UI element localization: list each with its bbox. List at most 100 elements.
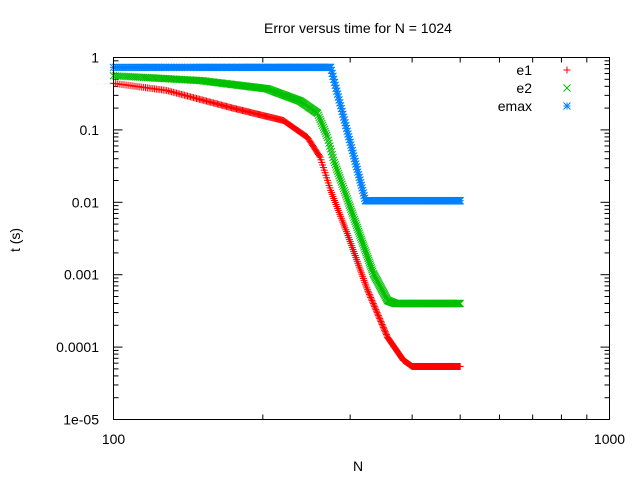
data-point-e2 bbox=[322, 129, 330, 138]
data-point-e2 bbox=[320, 125, 329, 134]
data-point-e2 bbox=[346, 203, 355, 212]
data-point-e1 bbox=[379, 322, 387, 330]
data-point-e1 bbox=[378, 319, 386, 327]
data-point-e2 bbox=[338, 182, 347, 191]
data-point-e2 bbox=[330, 158, 339, 167]
data-point-e1 bbox=[379, 323, 387, 331]
data-point-e1 bbox=[372, 307, 380, 315]
data-point-e2 bbox=[352, 221, 361, 230]
data-point-e2 bbox=[332, 165, 341, 173]
data-point-e2 bbox=[333, 167, 342, 176]
axis-ticks: 100 1000 1 0.1 0.01 0.001 0.0001 1e-05 bbox=[56, 50, 625, 448]
data-point-e1 bbox=[365, 290, 373, 298]
y-axis-label: t (s) bbox=[7, 228, 23, 252]
data-marks bbox=[109, 63, 465, 370]
data-point-e2 bbox=[317, 117, 325, 126]
data-point-e2 bbox=[348, 209, 357, 218]
data-point-e1 bbox=[366, 292, 374, 300]
data-point-e1 bbox=[368, 297, 376, 305]
data-point-e2 bbox=[341, 188, 349, 197]
data-point-e1 bbox=[369, 300, 377, 308]
data-point-e2 bbox=[328, 150, 337, 159]
plot-border bbox=[113, 57, 610, 420]
data-point-e2 bbox=[339, 184, 348, 193]
data-point-e2 bbox=[342, 192, 351, 201]
series-emax bbox=[109, 63, 465, 205]
data-point-e1 bbox=[373, 309, 381, 317]
data-point-e2 bbox=[349, 213, 358, 222]
data-point-e2 bbox=[318, 121, 327, 130]
data-point-e2 bbox=[344, 197, 352, 205]
data-point-e2 bbox=[347, 207, 356, 216]
data-point-e1 bbox=[371, 304, 379, 312]
data-point-e2 bbox=[316, 115, 325, 124]
data-point-e1 bbox=[382, 331, 390, 339]
data-point-e2 bbox=[329, 156, 338, 165]
legend-marker-e2 bbox=[563, 84, 571, 92]
data-point-e1 bbox=[378, 320, 386, 328]
data-point-e2 bbox=[341, 190, 350, 199]
data-point-e1 bbox=[372, 306, 380, 314]
data-point-e1 bbox=[381, 326, 389, 334]
data-point-e2 bbox=[338, 180, 346, 189]
data-point-e2 bbox=[321, 127, 329, 136]
data-point-e1 bbox=[381, 328, 389, 336]
y-tick-label: 1 bbox=[91, 50, 99, 66]
data-point-e1 bbox=[370, 301, 378, 309]
data-point-e1 bbox=[315, 152, 323, 160]
data-point-e2 bbox=[350, 215, 359, 224]
data-point-e2 bbox=[315, 113, 324, 122]
data-point-e1 bbox=[365, 289, 373, 297]
y-tick-label: 0.0001 bbox=[56, 339, 99, 355]
data-point-e2 bbox=[335, 171, 343, 180]
y-tick-label: 0.001 bbox=[64, 267, 99, 283]
series-e1 bbox=[110, 79, 464, 370]
data-point-e2 bbox=[313, 109, 322, 118]
data-point-e2 bbox=[345, 201, 354, 209]
data-point-e2 bbox=[317, 119, 326, 128]
data-point-e2 bbox=[344, 199, 353, 207]
data-point-e2 bbox=[340, 186, 349, 195]
data-point-e1 bbox=[376, 316, 384, 324]
data-point-e2 bbox=[336, 173, 344, 182]
legend-marker-e1 bbox=[563, 66, 571, 74]
data-point-e1 bbox=[375, 313, 383, 321]
y-tick-label: 0.1 bbox=[80, 122, 100, 138]
legend-marker-emax bbox=[563, 102, 571, 110]
chart-title: Error versus time for N = 1024 bbox=[264, 20, 452, 36]
data-point-e2 bbox=[337, 178, 346, 186]
legend-label-e2: e2 bbox=[516, 80, 532, 96]
data-point-e2 bbox=[343, 195, 352, 203]
data-point-e2 bbox=[314, 111, 323, 120]
data-point-e1 bbox=[363, 286, 371, 294]
data-point-e2 bbox=[319, 123, 328, 132]
data-point-e2 bbox=[334, 169, 343, 178]
legend: e1 e2 emax bbox=[498, 62, 571, 114]
data-point-e2 bbox=[324, 136, 333, 145]
data-point-e1 bbox=[456, 362, 464, 370]
data-point-e2 bbox=[351, 217, 359, 226]
data-point-e1 bbox=[377, 318, 385, 326]
data-point-e2 bbox=[349, 211, 357, 220]
data-point-e2 bbox=[325, 142, 334, 150]
data-point-e2 bbox=[332, 163, 340, 171]
data-point-e1 bbox=[367, 293, 375, 301]
data-point-e2 bbox=[456, 299, 465, 308]
series-e2 bbox=[109, 71, 465, 308]
data-point-e2 bbox=[347, 205, 355, 214]
data-point-e2 bbox=[325, 139, 333, 147]
y-tick-label: 0.01 bbox=[72, 194, 99, 210]
x-axis-label: N bbox=[353, 458, 363, 474]
data-point-e2 bbox=[322, 131, 331, 140]
data-point-e1 bbox=[369, 298, 377, 306]
data-point-e2 bbox=[331, 160, 340, 169]
x-tick-label: 1000 bbox=[594, 431, 625, 447]
data-point-e2 bbox=[323, 133, 332, 142]
data-point-e1 bbox=[382, 329, 390, 337]
data-point-e2 bbox=[326, 145, 335, 153]
data-point-e1 bbox=[364, 287, 372, 295]
legend-label-e1: e1 bbox=[516, 62, 532, 78]
data-point-e2 bbox=[327, 147, 336, 156]
legend-label-emax: emax bbox=[498, 98, 532, 114]
